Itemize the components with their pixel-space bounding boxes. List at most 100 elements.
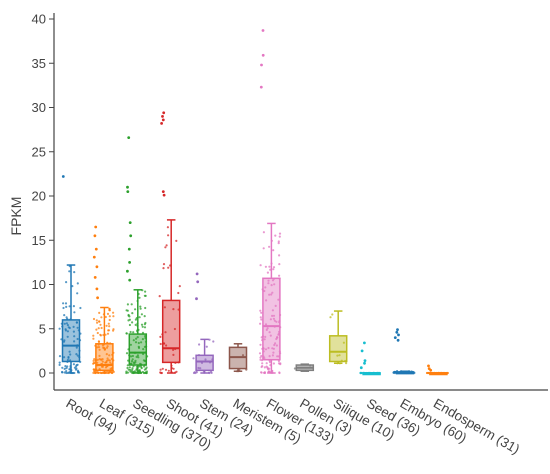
data-point	[66, 335, 69, 338]
data-point	[75, 321, 78, 324]
data-point	[199, 367, 202, 370]
box-group	[362, 372, 381, 376]
data-point	[271, 314, 274, 317]
data-point	[268, 331, 271, 334]
data-point	[95, 328, 98, 331]
data-point	[277, 240, 280, 243]
outlier-point	[396, 338, 400, 342]
data-point	[65, 322, 68, 325]
data-point	[278, 232, 282, 235]
data-point	[61, 366, 64, 369]
outlier-point	[162, 193, 166, 197]
outlier-point	[95, 265, 99, 269]
outlier-point	[95, 287, 99, 291]
data-point	[263, 289, 266, 293]
data-point	[161, 367, 164, 370]
data-point	[66, 358, 69, 362]
data-point	[62, 306, 65, 310]
data-point	[165, 344, 168, 347]
data-point	[61, 370, 64, 374]
data-point	[264, 323, 268, 326]
data-point	[93, 370, 96, 373]
data-point	[68, 368, 71, 371]
data-point	[108, 315, 111, 318]
data-point	[259, 343, 262, 346]
data-point	[140, 313, 143, 316]
data-point	[75, 353, 78, 356]
data-point	[172, 367, 175, 370]
data-point	[58, 361, 61, 364]
data-point	[271, 291, 274, 294]
data-point	[197, 366, 200, 370]
data-point	[270, 284, 273, 287]
data-point	[209, 370, 213, 373]
data-point	[108, 318, 111, 322]
y-tick-label: 5	[39, 321, 46, 336]
data-point	[143, 326, 147, 329]
data-point	[131, 358, 134, 361]
outlier-point	[363, 361, 366, 365]
outlier-point	[61, 175, 65, 178]
outlier-point	[260, 63, 263, 67]
data-point	[131, 312, 134, 315]
data-point	[275, 344, 278, 347]
data-point	[125, 309, 128, 312]
data-point	[97, 340, 101, 343]
y-tick-label: 30	[32, 100, 46, 115]
data-point	[268, 361, 272, 364]
data-point	[68, 350, 71, 353]
data-point	[103, 346, 106, 349]
data-point	[96, 321, 99, 324]
data-point	[167, 369, 170, 372]
data-point	[77, 371, 80, 374]
data-point	[72, 330, 75, 333]
data-point	[136, 354, 139, 357]
axes-layer: 0 5 10 15 20 25 30 35 40	[32, 12, 548, 391]
data-point	[145, 371, 148, 375]
data-point	[269, 318, 272, 321]
data-point	[164, 331, 167, 334]
data-point	[128, 323, 131, 327]
y-tick-label: 10	[32, 277, 46, 292]
data-point	[143, 323, 146, 326]
point-cloud	[192, 272, 215, 375]
data-point	[141, 370, 144, 374]
outlier-point	[395, 330, 399, 334]
data-point	[94, 371, 97, 374]
data-point	[92, 359, 95, 362]
data-point	[76, 292, 79, 295]
data-point	[273, 283, 276, 286]
data-point	[392, 371, 395, 374]
outlier-point	[128, 278, 132, 282]
outlier-point	[261, 29, 265, 32]
data-point	[175, 239, 178, 242]
data-point	[263, 338, 266, 341]
outlier-point	[93, 234, 97, 238]
data-point	[164, 246, 167, 249]
box-group	[429, 372, 448, 376]
data-point	[130, 362, 133, 365]
data-point	[159, 371, 162, 374]
data-point	[267, 279, 270, 282]
data-point	[258, 352, 262, 355]
data-point	[167, 266, 170, 269]
data-point	[259, 316, 262, 319]
iqr-box	[328, 335, 348, 363]
data-point	[272, 268, 275, 271]
data-point	[271, 309, 274, 312]
data-point	[131, 354, 134, 358]
data-point	[273, 343, 276, 347]
data-point	[134, 323, 137, 326]
data-point	[263, 371, 267, 375]
data-point	[264, 286, 267, 289]
data-point	[72, 363, 75, 366]
data-point	[140, 323, 144, 326]
data-point	[268, 293, 271, 296]
data-point	[63, 371, 66, 374]
data-point	[144, 306, 147, 310]
data-point	[172, 308, 175, 311]
data-point	[76, 337, 79, 341]
data-point	[68, 270, 71, 273]
data-point	[273, 319, 276, 322]
